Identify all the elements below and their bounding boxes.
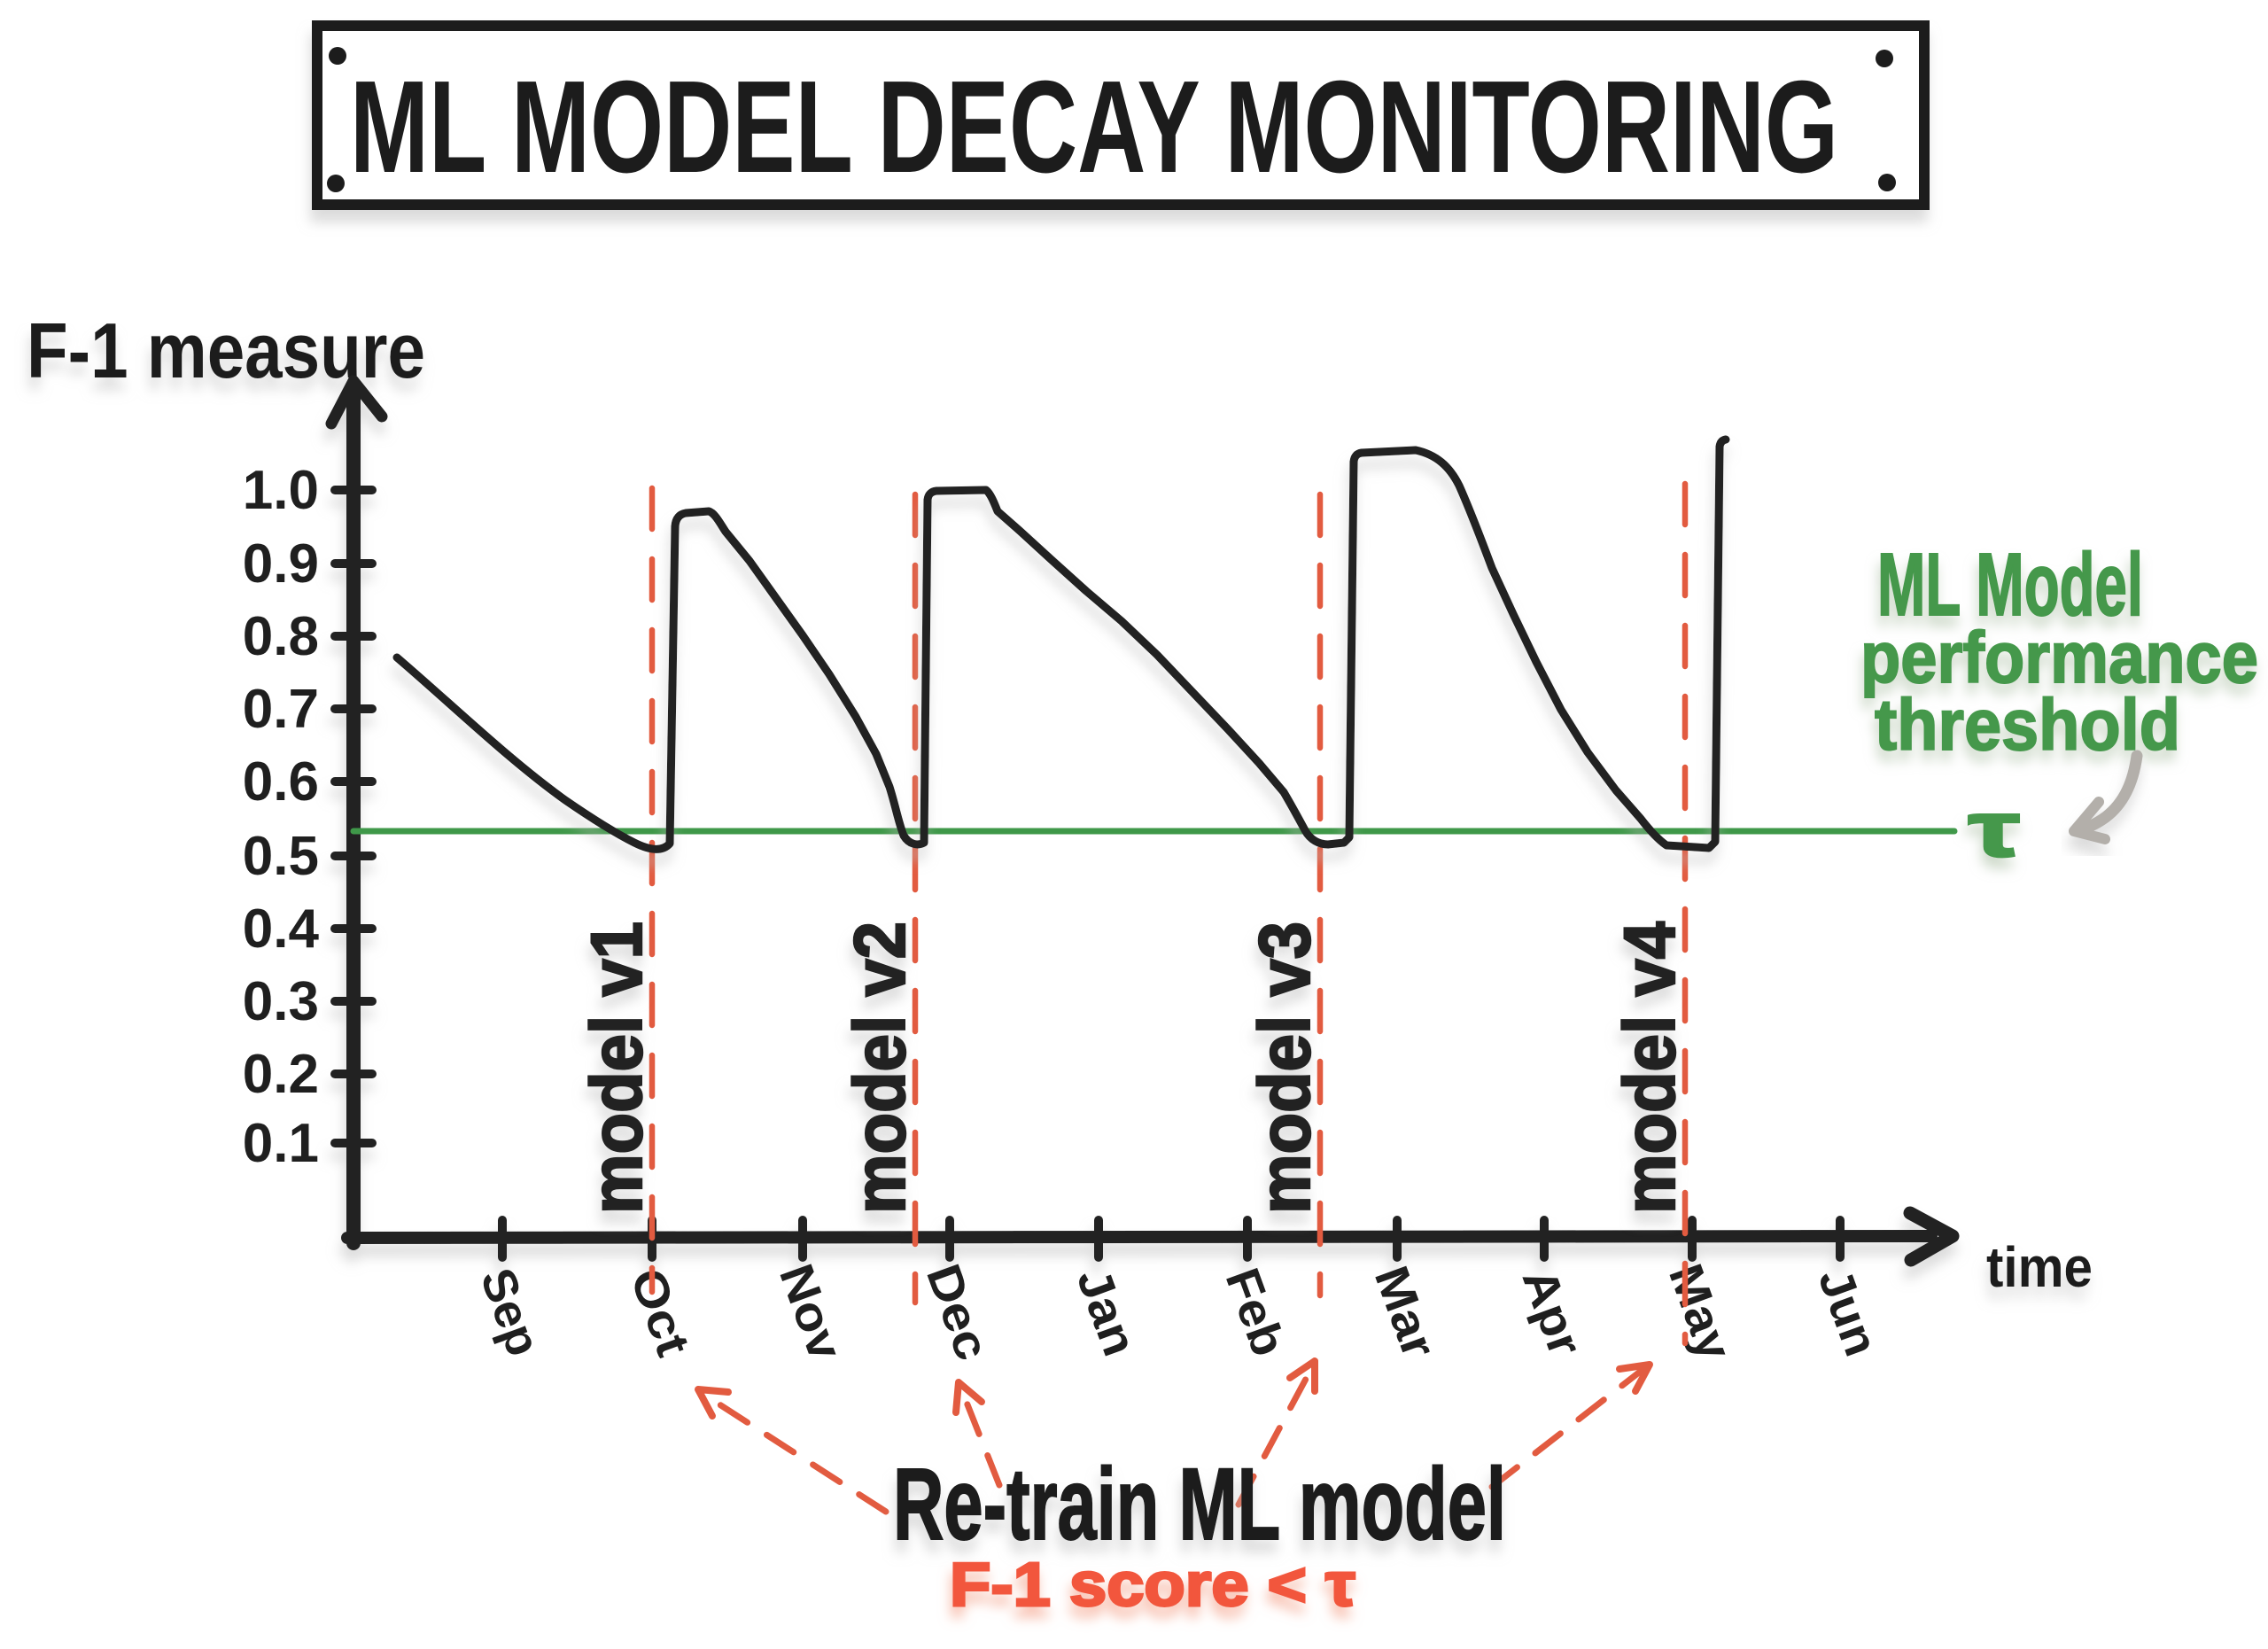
svg-text:Mar: Mar: [1364, 1259, 1446, 1365]
svg-text:Nov: Nov: [769, 1257, 852, 1367]
svg-text:threshold: threshold: [1875, 685, 2180, 766]
svg-text:0.8: 0.8: [243, 606, 319, 667]
svg-text:model v4: model v4: [1610, 922, 1690, 1214]
svg-text:ML MODEL DECAY MONITORING: ML MODEL DECAY MONITORING: [350, 54, 1838, 200]
svg-text:0.5: 0.5: [243, 826, 319, 887]
svg-text:F-1 score < τ: F-1 score < τ: [950, 1550, 1355, 1619]
svg-text:Dec: Dec: [916, 1257, 999, 1367]
svg-text:model v3: model v3: [1245, 922, 1325, 1214]
svg-text:Feb: Feb: [1216, 1262, 1296, 1363]
svg-text:May: May: [1658, 1257, 1742, 1367]
svg-text:0.2: 0.2: [243, 1044, 319, 1105]
svg-text:Oct: Oct: [620, 1262, 701, 1363]
svg-text:performance: performance: [1860, 618, 2258, 698]
svg-text:τ: τ: [1969, 785, 2020, 873]
svg-text:0.6: 0.6: [243, 751, 319, 813]
svg-text:0.1: 0.1: [243, 1113, 319, 1174]
svg-text:Re-train ML model: Re-train ML model: [893, 1448, 1506, 1561]
svg-text:Apr: Apr: [1512, 1262, 1593, 1363]
svg-text:ML Model: ML Model: [1877, 535, 2143, 634]
svg-text:0.9: 0.9: [243, 533, 319, 595]
svg-text:0.4: 0.4: [243, 898, 320, 960]
svg-text:0.3: 0.3: [243, 971, 319, 1032]
svg-text:1.0: 1.0: [243, 460, 319, 521]
svg-text:Jun: Jun: [1808, 1262, 1889, 1363]
svg-text:F-1 measure: F-1 measure: [27, 307, 425, 394]
svg-text:Jan: Jan: [1067, 1262, 1147, 1363]
svg-text:model v2: model v2: [840, 922, 920, 1214]
svg-text:model v1: model v1: [577, 922, 657, 1214]
svg-text:time: time: [1986, 1235, 2093, 1299]
svg-text:0.7: 0.7: [243, 679, 319, 740]
svg-text:Sep: Sep: [470, 1262, 551, 1363]
